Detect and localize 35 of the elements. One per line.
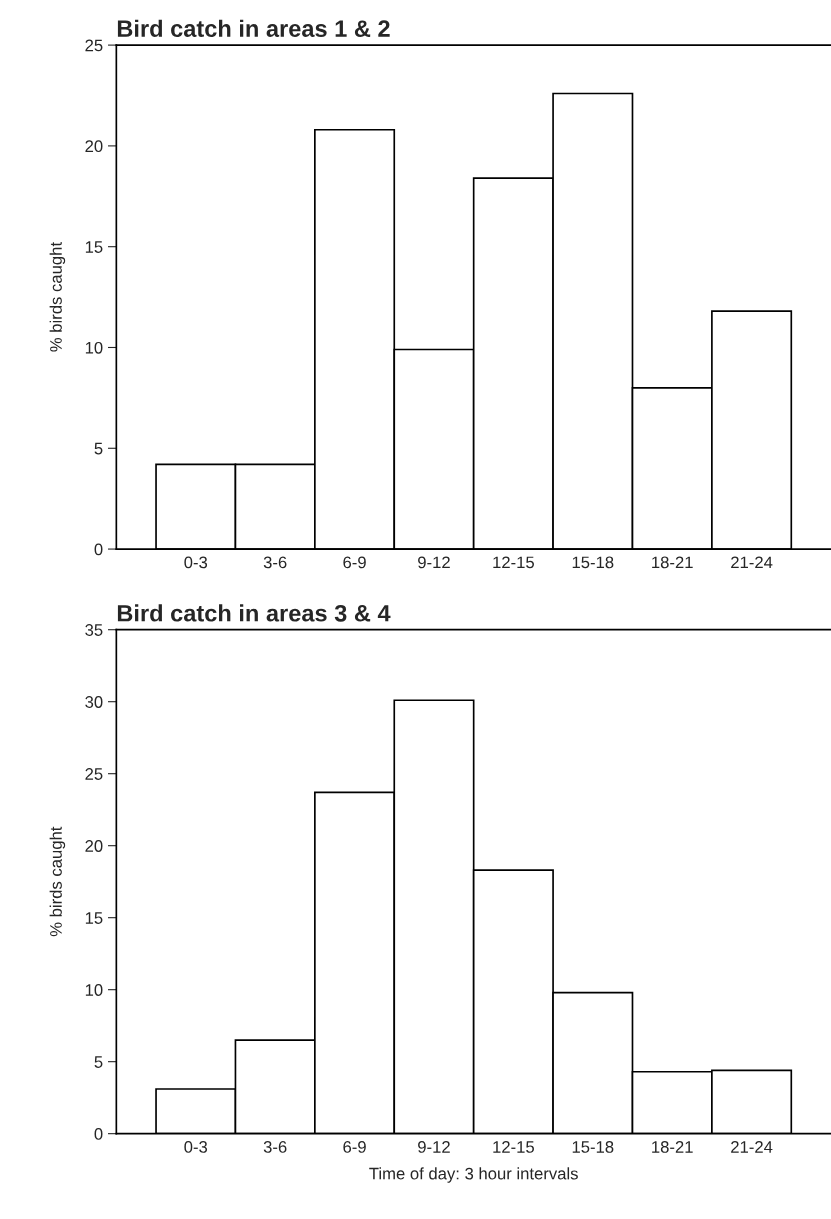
x-tick-label: 18-21 <box>652 1141 693 1153</box>
x-tick-label: 12-15 <box>493 556 534 569</box>
y-tick-label: 30 <box>85 696 103 708</box>
y-tick-label: 25 <box>85 39 103 52</box>
y-tick-label: 25 <box>85 768 103 780</box>
x-axis-title: Time of day: 3 hour intervals <box>369 1167 578 1183</box>
chart-title: Bird catch in areas 3 & 4 <box>117 604 391 622</box>
x-tick-label: 18-21 <box>652 556 693 569</box>
y-tick-label: 20 <box>85 840 103 852</box>
x-tick-label: 6-9 <box>343 1141 366 1153</box>
x-tick-label: 0-3 <box>184 556 208 569</box>
y-tick-label: 15 <box>85 912 103 924</box>
y-tick-label: 15 <box>85 241 103 253</box>
x-tick-label: 21-24 <box>731 1141 773 1153</box>
y-axis-title: % birds caught <box>49 242 66 352</box>
y-tick-label: 10 <box>85 341 103 354</box>
y-tick-label: 0 <box>94 543 103 556</box>
chart-title: Bird catch in areas 1 & 2 <box>117 19 390 37</box>
x-tick-label: 15-18 <box>572 556 614 569</box>
y-tick-label: 0 <box>94 1128 103 1140</box>
y-tick-label: 10 <box>85 984 103 996</box>
x-tick-label: 12-15 <box>493 1141 534 1153</box>
x-tick-label: 9-12 <box>418 1141 450 1153</box>
x-tick-label: 3-6 <box>263 556 287 569</box>
x-tick-label: 3-6 <box>263 1141 287 1153</box>
y-tick-label: 20 <box>85 140 103 153</box>
y-tick-label: 35 <box>85 624 103 636</box>
y-axis-title: % birds caught <box>49 826 66 937</box>
x-tick-label: 21-24 <box>731 556 773 569</box>
x-tick-label: 15-18 <box>572 1141 614 1153</box>
x-tick-label: 0-3 <box>184 1141 208 1153</box>
x-tick-label: 9-12 <box>418 556 450 569</box>
y-tick-label: 5 <box>94 442 103 455</box>
y-tick-label: 5 <box>94 1056 103 1068</box>
x-tick-label: 6-9 <box>343 556 366 569</box>
